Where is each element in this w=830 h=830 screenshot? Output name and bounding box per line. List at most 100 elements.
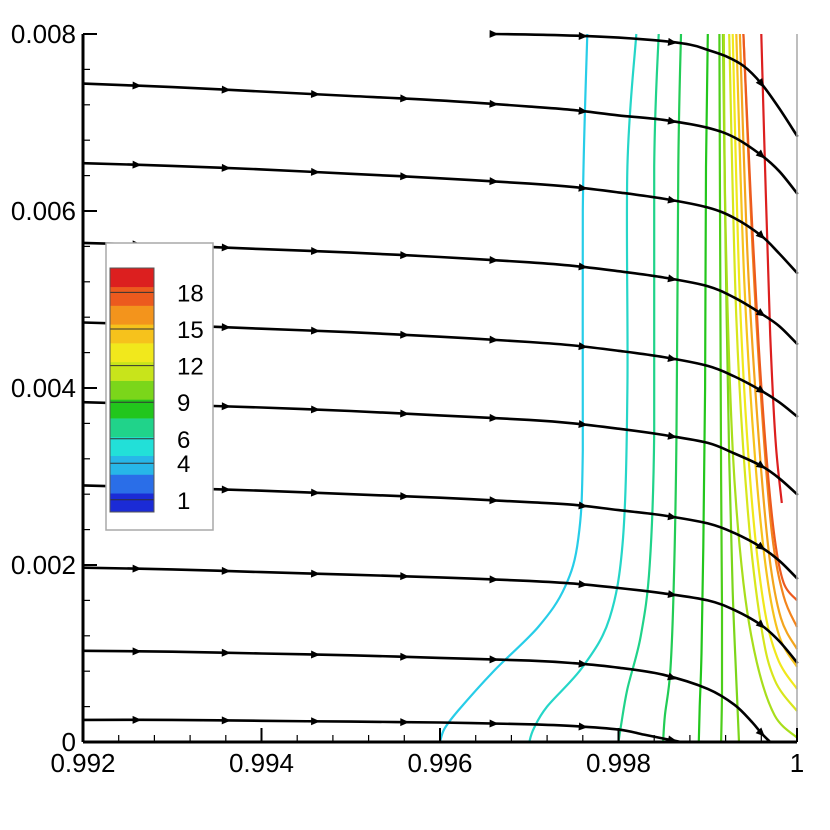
streamline-arrow [221, 716, 231, 725]
streamline-arrow [221, 566, 231, 575]
contour-line-19 [760, 33, 783, 504]
streamline-arrow [578, 342, 588, 351]
streamline [81, 649, 772, 744]
x-tick-label: 0.992 [50, 748, 115, 778]
legend-swatch [110, 418, 154, 438]
streamline-arrow [755, 230, 765, 240]
streamline-arrow [400, 330, 410, 339]
streamline-arrow [578, 501, 588, 510]
streamline-arrow [489, 655, 499, 664]
streamline-arrow [489, 335, 499, 344]
streamline-arrow [132, 160, 142, 169]
streamline-arrow [310, 247, 321, 256]
streamline [81, 400, 799, 496]
legend-swatch [110, 399, 154, 419]
x-tick-label: 0.996 [407, 748, 472, 778]
x-tick-label: 0.998 [586, 748, 651, 778]
streamline-arrow [400, 492, 410, 501]
streamline-arrow [578, 262, 588, 271]
streamline-arrow [578, 106, 588, 115]
contour-line-6 [528, 33, 638, 743]
streamline-arrow [489, 719, 499, 728]
streamline-arrow [310, 167, 321, 176]
streamline-arrow [400, 718, 410, 727]
contour-line-13 [728, 33, 798, 712]
streamline-arrow [489, 99, 499, 108]
streamline-arrow [489, 177, 499, 186]
legend-swatch [110, 305, 154, 325]
contour-lines [438, 33, 799, 743]
legend-swatch [110, 361, 154, 381]
streamline-arrow [667, 116, 678, 125]
legend-swatch [110, 268, 154, 288]
streamline-arrow [578, 420, 588, 428]
legend-swatch [110, 286, 154, 306]
streamline-arrow [667, 274, 678, 283]
streamline-arrow [489, 575, 499, 584]
streamline-arrow [310, 569, 321, 578]
streamline-arrow [132, 564, 142, 573]
streamline-arrow [310, 326, 321, 335]
tick-labels: 0.992 0.994 0.996 0.998 1 0 0.002 0.004 0.006 0.0… [11, 19, 804, 778]
streamline-arrow [221, 243, 231, 252]
legend-swatch [110, 493, 154, 513]
streamline-arrow [667, 512, 678, 521]
streamline-arrow [489, 496, 499, 505]
contour-line-10 [718, 33, 724, 743]
streamline-arrow [489, 29, 499, 38]
legend-label: 12 [177, 354, 204, 381]
legend-swatch [110, 436, 154, 456]
streamline-arrow [667, 195, 678, 204]
streamline-arrow [755, 619, 766, 629]
streamline-arrow [310, 405, 321, 414]
streamline-arrow [132, 81, 142, 90]
contour-line-14 [731, 33, 798, 690]
streamline-arrow [400, 652, 410, 661]
streamline-arrow [400, 572, 410, 581]
streamline-arrow [310, 488, 321, 497]
contour-line-7 [617, 33, 660, 743]
streamline-arrow [489, 255, 499, 264]
streamline [81, 321, 799, 418]
streamline-arrow [578, 31, 588, 40]
streamline-arrow [578, 722, 588, 731]
streamline-arrow [221, 323, 231, 332]
streamline [81, 566, 799, 664]
streamline-arrow [667, 590, 678, 599]
streamline-arrow [489, 413, 499, 422]
contour-line-12 [722, 33, 798, 739]
streamline-arrow [667, 37, 678, 46]
x-tick-label: 0.994 [229, 748, 294, 778]
streamline-arrow [400, 251, 410, 260]
x-tick-label: 1 [790, 748, 804, 778]
streamline-arrow [311, 650, 321, 659]
streamline-arrow [755, 541, 766, 551]
legend-label: 1 [177, 488, 190, 515]
y-tick-label: 0 [62, 727, 76, 757]
streamline-arrow [400, 172, 410, 181]
contour-line-15 [735, 33, 798, 668]
streamline-arrow [132, 715, 142, 724]
streamline-arrow [755, 78, 765, 88]
streamline [81, 241, 799, 346]
streamline-arrow [400, 94, 410, 103]
legend-label: 9 [177, 390, 190, 417]
legend-label: 4 [177, 451, 190, 478]
streamline-arrow [755, 149, 766, 159]
streamline-arrow [667, 354, 678, 362]
y-tick-label: 0.006 [11, 196, 76, 226]
legend-label: 18 [177, 280, 204, 307]
streamline-arrow [667, 672, 677, 681]
contour-line-16 [738, 33, 798, 650]
y-tick-label: 0.002 [11, 550, 76, 580]
streamline [81, 484, 799, 580]
streamline-arrow [221, 163, 231, 172]
streamline-arrow [311, 717, 321, 726]
streamline [81, 82, 799, 195]
streamline-arrow [667, 431, 678, 440]
contour-line-8 [662, 33, 683, 743]
legend-swatch [110, 324, 154, 344]
streamline-arrow [221, 648, 231, 657]
streamline-arrow [755, 385, 766, 394]
